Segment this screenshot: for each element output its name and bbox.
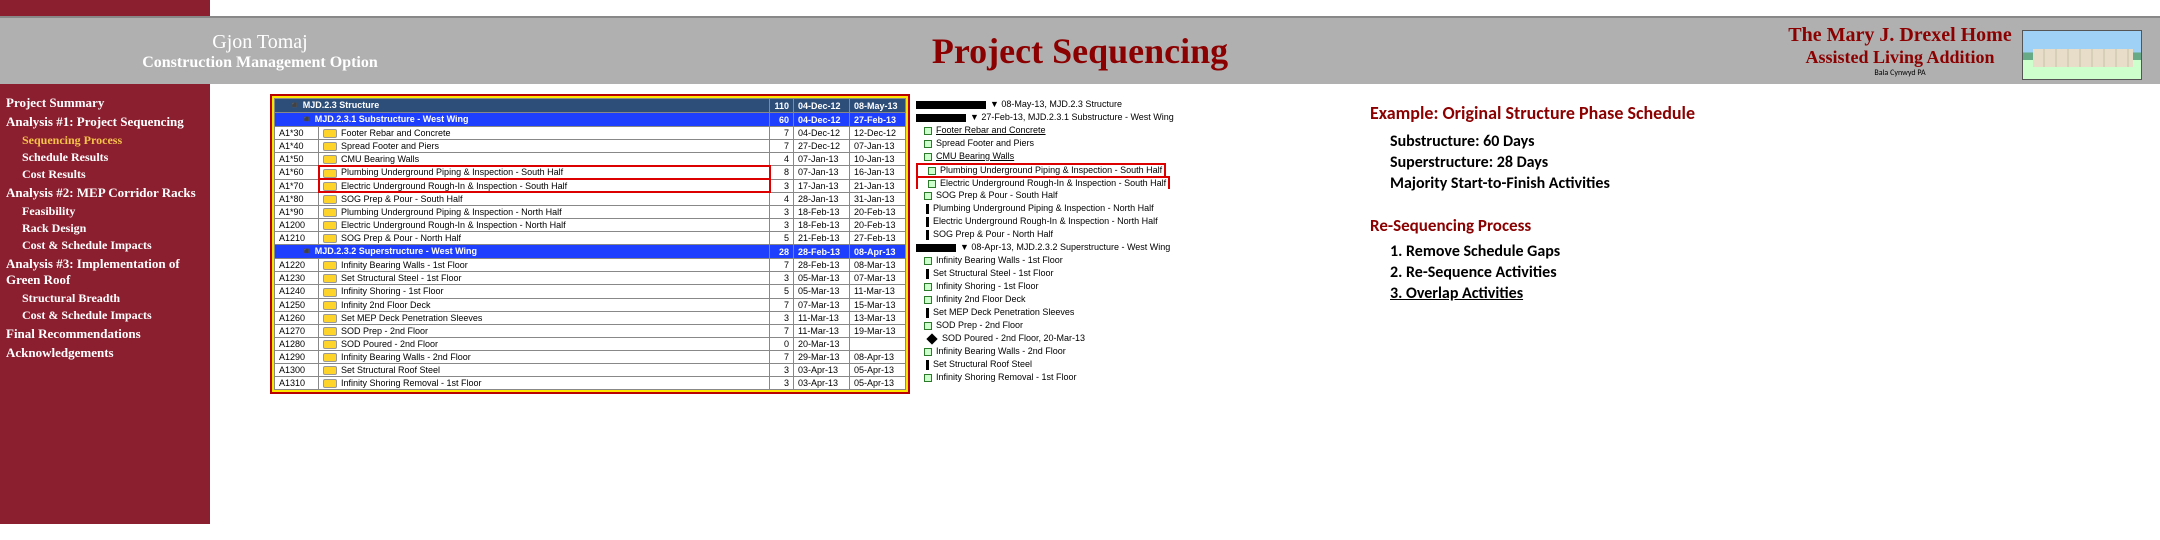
table-row: A1310Infinity Shoring Removal - 1st Floo… <box>275 377 906 390</box>
table-row: A1*60Plumbing Underground Piping & Inspe… <box>275 166 906 179</box>
sidebar-item-12[interactable]: Final Recommendations <box>6 326 204 342</box>
gantt-row: SOG Prep & Pour - South Half <box>916 189 1200 202</box>
sidebar-item-8[interactable]: Cost & Schedule Impacts <box>22 238 204 253</box>
gantt-row: SOG Prep & Pour - North Half <box>916 228 1200 241</box>
table-row: A1*40Spread Footer and Piers727-Dec-1207… <box>275 140 906 153</box>
sidebar-item-1[interactable]: Analysis #1: Project Sequencing <box>6 114 204 130</box>
sidebar-item-5[interactable]: Analysis #2: MEP Corridor Racks <box>6 185 204 201</box>
header-bar: Gjon Tomaj Construction Management Optio… <box>0 18 2160 84</box>
table-row: A1200Electric Underground Rough-In & Ins… <box>275 218 906 231</box>
gantt-row: Electric Underground Rough-In & Inspecti… <box>916 215 1200 228</box>
sidebar-item-9[interactable]: Analysis #3: Implementation of Green Roo… <box>6 256 204 288</box>
sidebar-nav: Project Summary Analysis #1: Project Sequ… <box>0 84 210 524</box>
sidebar-item-4[interactable]: Cost Results <box>22 167 204 182</box>
table-row: A1*70Electric Underground Rough-In & Ins… <box>275 179 906 192</box>
sidebar-item-6[interactable]: Feasibility <box>22 204 204 219</box>
notes-majority: Majority Start-to-Finish Activities <box>1390 174 1695 193</box>
gantt-row: Spread Footer and Piers <box>916 137 1200 150</box>
gantt-row: SOD Prep - 2nd Floor <box>916 319 1200 332</box>
gantt-row: Electric Underground Rough-In & Inspecti… <box>916 176 1200 189</box>
notes-step2: 2. Re-Sequence Activities <box>1390 263 1695 282</box>
sidebar-item-2[interactable]: Sequencing Process <box>22 133 204 148</box>
gantt-row: SOD Poured - 2nd Floor, 20-Mar-13 <box>916 332 1200 345</box>
sidebar-item-13[interactable]: Acknowledgements <box>6 345 204 361</box>
table-row: A1*90Plumbing Underground Piping & Inspe… <box>275 205 906 218</box>
gantt-row: ▼ 27-Feb-13, MJD.2.3.1 Substructure - We… <box>916 111 1200 124</box>
gantt-row: Infinity Bearing Walls - 1st Floor <box>916 254 1200 267</box>
header-author-block: Gjon Tomaj Construction Management Optio… <box>0 31 520 72</box>
gantt-row: Footer Rebar and Concrete <box>916 124 1200 137</box>
table-row: A1280SOD Poured - 2nd Floor020-Mar-13 <box>275 337 906 350</box>
gantt-row: Infinity Shoring - 1st Floor <box>916 280 1200 293</box>
table-row: ◾ MJD.2.3.2 Superstructure - West Wing28… <box>275 245 906 259</box>
gantt-row: Plumbing Underground Piping & Inspection… <box>916 202 1200 215</box>
table-row: A1*30Footer Rebar and Concrete704-Dec-12… <box>275 127 906 140</box>
table-row: ◾ MJD.2.3 Structure11004-Dec-1208-May-13 <box>275 99 906 113</box>
notes-sub: Substructure: 60 Days <box>1390 132 1695 151</box>
table-row: A1*80SOG Prep & Pour - South Half428-Jan… <box>275 192 906 205</box>
top-strip <box>0 0 210 16</box>
notes-step3: 3. Overlap Activities <box>1390 284 1695 303</box>
schedule-table: ◾ MJD.2.3 Structure11004-Dec-1208-May-13… <box>270 94 910 394</box>
gantt-row: Infinity 2nd Floor Deck <box>916 293 1200 306</box>
gantt-row: Plumbing Underground Piping & Inspection… <box>916 163 1200 176</box>
gantt-row: Set Structural Roof Steel <box>916 358 1200 371</box>
notes-heading-reseq: Re-Sequencing Process <box>1370 215 1695 236</box>
table-row: A1230Set Structural Steel - 1st Floor305… <box>275 272 906 285</box>
notes-panel: Example: Original Structure Phase Schedu… <box>1200 84 1695 524</box>
header-project-block: The Mary J. Drexel Home Assisted Living … <box>1640 24 2160 78</box>
project-thumbnail <box>2022 30 2142 80</box>
gantt-row: ▼ 08-May-13, MJD.2.3 Structure <box>916 98 1200 111</box>
sidebar-item-10[interactable]: Structural Breadth <box>22 291 204 306</box>
notes-step1: 1. Remove Schedule Gaps <box>1390 242 1695 261</box>
gantt-row: CMU Bearing Walls <box>916 150 1200 163</box>
gantt-row: Set Structural Steel - 1st Floor <box>916 267 1200 280</box>
sidebar-item-7[interactable]: Rack Design <box>22 221 204 236</box>
table-row: A1240Infinity Shoring - 1st Floor505-Mar… <box>275 285 906 298</box>
sidebar-item-0[interactable]: Project Summary <box>6 95 204 111</box>
table-row: ◾ MJD.2.3.1 Substructure - West Wing6004… <box>275 113 906 127</box>
table-row: A1270SOD Prep - 2nd Floor711-Mar-1319-Ma… <box>275 324 906 337</box>
notes-super: Superstructure: 28 Days <box>1390 153 1695 172</box>
table-row: A1210SOG Prep & Pour - North Half521-Feb… <box>275 232 906 245</box>
sidebar-item-3[interactable]: Schedule Results <box>22 150 204 165</box>
page-title: Project Sequencing <box>520 30 1640 72</box>
table-row: A1300Set Structural Roof Steel303-Apr-13… <box>275 364 906 377</box>
table-row: A1220Infinity Bearing Walls - 1st Floor7… <box>275 259 906 272</box>
author-option: Construction Management Option <box>0 54 520 72</box>
gantt-row: Set MEP Deck Penetration Sleeves <box>916 306 1200 319</box>
header-title-block: Project Sequencing <box>520 30 1640 72</box>
table-row: A1*50CMU Bearing Walls407-Jan-1310-Jan-1… <box>275 153 906 166</box>
author-name: Gjon Tomaj <box>0 31 520 54</box>
notes-heading-example: Example: Original Structure Phase Schedu… <box>1370 102 1695 124</box>
gantt-row: ▼ 08-Apr-13, MJD.2.3.2 Superstructure - … <box>916 241 1200 254</box>
gantt-row: Infinity Bearing Walls - 2nd Floor <box>916 345 1200 358</box>
table-row: A1260Set MEP Deck Penetration Sleeves311… <box>275 311 906 324</box>
table-row: A1250Infinity 2nd Floor Deck707-Mar-1315… <box>275 298 906 311</box>
gantt-column: ▼ 08-May-13, MJD.2.3 Structure▼ 27-Feb-1… <box>910 84 1200 524</box>
sidebar-item-11[interactable]: Cost & Schedule Impacts <box>22 308 204 323</box>
table-row: A1290Infinity Bearing Walls - 2nd Floor7… <box>275 351 906 364</box>
gantt-row: Infinity Shoring Removal - 1st Floor <box>916 371 1200 384</box>
